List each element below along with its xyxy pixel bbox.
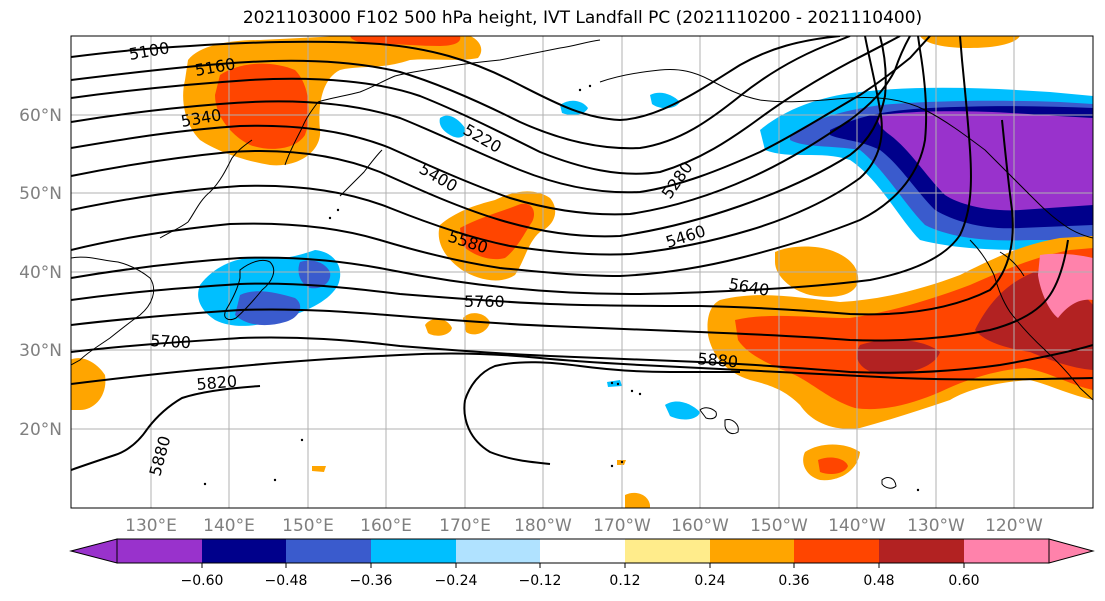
colorbar-swatch — [117, 539, 202, 563]
colorbar-extend-low — [69, 538, 118, 564]
lat-tick-label: 50°N — [19, 184, 62, 204]
lon-tick-label: 130°E — [125, 516, 177, 536]
height-contours — [71, 36, 1093, 471]
lon-tick-label: 150°W — [750, 516, 808, 536]
lat-tick-label: 60°N — [19, 106, 62, 126]
colorbar-tick-label: −0.24 — [435, 573, 478, 589]
chart-title: 2021103000 F102 500 hPa height, IVT Land… — [242, 8, 923, 28]
lat-tick-label: 30°N — [19, 341, 62, 361]
colorbar-extend-high — [1048, 538, 1095, 564]
colorbar-tick-label: 0.12 — [609, 573, 640, 589]
lon-tick-label: 120°W — [985, 516, 1043, 536]
ivt-positive-region-midpacific — [425, 191, 556, 336]
contour-label: 5760 — [464, 292, 505, 311]
coastline-islands — [203, 84, 920, 492]
lon-tick-label: 150°E — [282, 516, 334, 536]
colorbar-tick-label: −0.12 — [519, 573, 562, 589]
contour-label: 5700 — [150, 331, 192, 352]
colorbar-frame — [116, 538, 1050, 564]
contour-label: 5820 — [196, 372, 238, 394]
latitude-axis: 60°N 50°N 40°N 30°N 20°N — [19, 106, 62, 440]
colorbar-swatch — [371, 539, 456, 563]
colorbar-tick-label: 0.48 — [863, 573, 894, 589]
ivt-negative-region-japan — [198, 250, 341, 326]
longitude-axis: 130°E 140°E 150°E 160°E 170°E 180°W 170°… — [125, 516, 1043, 536]
lon-tick-label: 140°E — [203, 516, 255, 536]
colorbar-tick-label: 0.24 — [694, 573, 725, 589]
colorbar: −0.60 −0.48 −0.36 −0.24 −0.12 0.12 0.24 … — [69, 538, 1095, 589]
colorbar-swatch — [202, 539, 286, 563]
colorbar-swatch — [879, 539, 964, 563]
colorbar-swatch — [710, 539, 794, 563]
lon-tick-label: 180°W — [514, 516, 572, 536]
lon-tick-label: 160°E — [360, 516, 412, 536]
ivt-negative-region-alaska — [760, 87, 1093, 250]
colorbar-swatch — [286, 539, 371, 563]
ivt-negative-small-patches — [439, 92, 700, 420]
lon-tick-label: 170°W — [593, 516, 651, 536]
colorbar-tick-label: −0.36 — [350, 573, 393, 589]
colorbar-tick-label: 0.36 — [778, 573, 809, 589]
colorbar-swatch — [625, 539, 710, 563]
colorbar-swatch — [964, 539, 1049, 563]
lon-tick-label: 140°W — [828, 516, 886, 536]
colorbar-tick-label: −0.60 — [181, 573, 224, 589]
colorbar-swatch — [456, 539, 540, 563]
colorbar-tick-label: 0.60 — [948, 573, 979, 589]
lat-tick-label: 20°N — [19, 420, 62, 440]
colorbar-swatch — [540, 539, 625, 563]
contour-label: 5880 — [697, 349, 739, 371]
lon-tick-label: 170°E — [439, 516, 491, 536]
map-frame — [70, 35, 1094, 509]
lat-tick-label: 40°N — [19, 263, 62, 283]
lon-tick-label: 130°W — [907, 516, 965, 536]
lon-tick-label: 160°W — [671, 516, 729, 536]
colorbar-tick-label: −0.48 — [265, 573, 308, 589]
colorbar-swatch — [794, 539, 879, 563]
